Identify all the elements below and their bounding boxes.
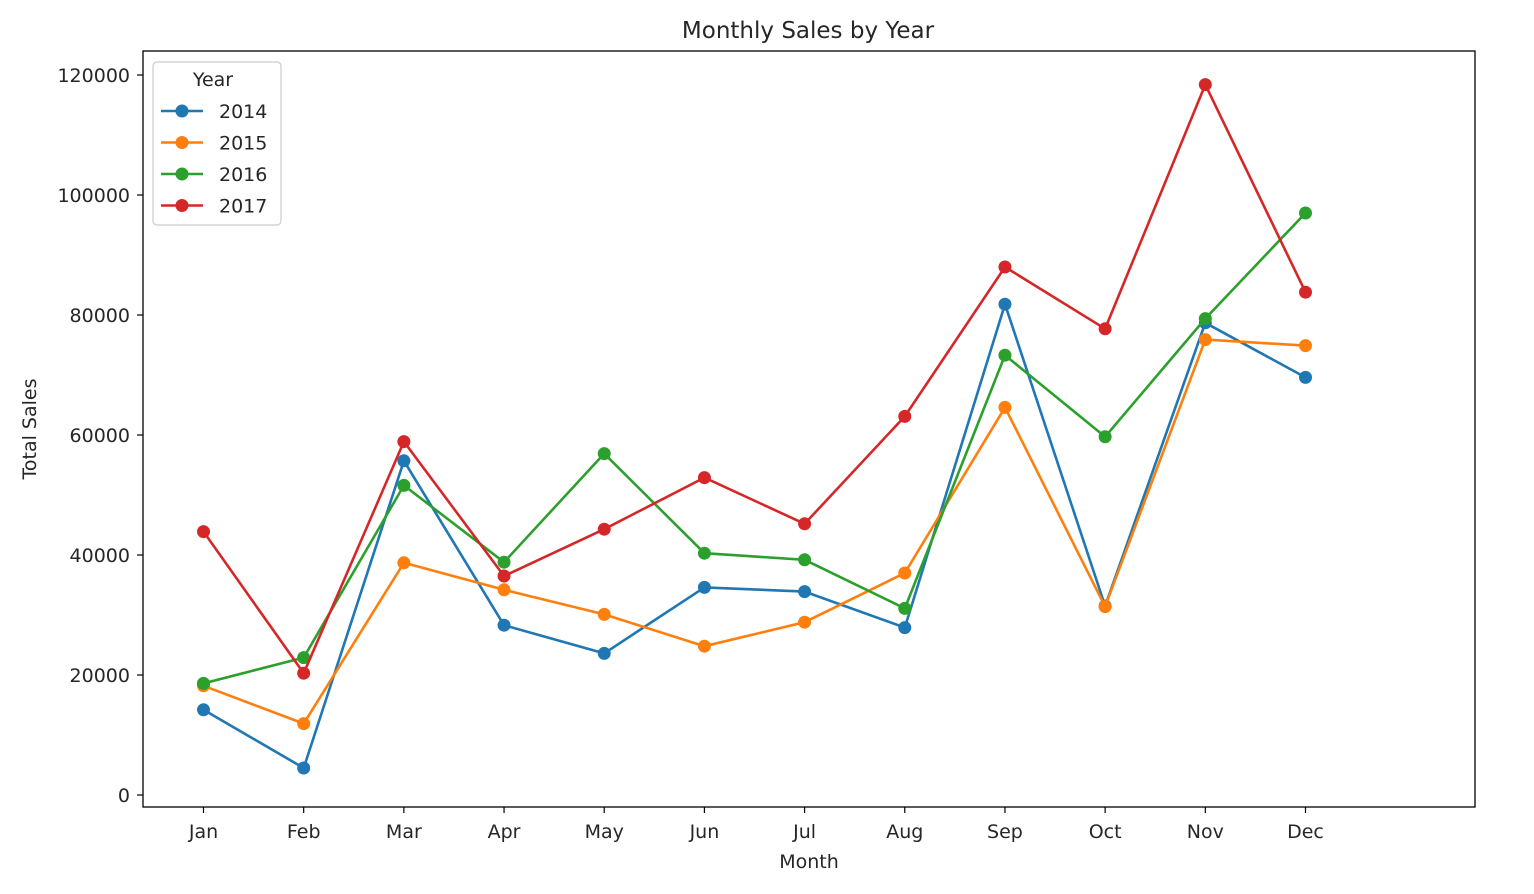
x-tick-label: Dec	[1287, 821, 1324, 843]
legend-marker-2016	[175, 167, 189, 181]
x-tick-label: Mar	[386, 821, 422, 843]
legend-marker-2014	[175, 104, 189, 118]
x-axis-title: Month	[779, 851, 839, 873]
data-point-2015-aug	[898, 566, 912, 580]
data-point-2015-apr	[497, 583, 511, 597]
data-point-2015-dec	[1299, 339, 1312, 353]
axis-ticks: Jan Feb Mar Apr May Jun Jul Aug Sep Oct Nov Dec 0 200…	[57, 65, 1323, 843]
data-point-2014-apr	[497, 618, 511, 632]
data-point-2017-dec	[1299, 285, 1312, 299]
data-point-2017-mar	[397, 435, 411, 449]
data-point-2017-aug	[898, 409, 912, 423]
data-point-2014-jul	[798, 585, 812, 599]
x-tick-label: May	[585, 821, 624, 843]
data-point-2014-jun	[697, 580, 711, 594]
data-point-2016-nov	[1198, 312, 1212, 326]
data-point-2015-may	[597, 607, 611, 621]
y-axis-title: Total Sales	[19, 379, 41, 481]
x-tick-label: Jul	[792, 821, 816, 843]
data-point-2017-feb	[297, 666, 311, 680]
x-tick-label: Oct	[1089, 821, 1122, 843]
y-tick-label: 120000	[57, 65, 130, 87]
x-tick-label: Jan	[188, 821, 218, 843]
plot-area	[197, 78, 1312, 775]
legend-label-2017: 2017	[219, 196, 267, 218]
legend: Year 2014 2015 2016 2017	[152, 61, 282, 226]
x-tick-label: Feb	[287, 821, 321, 843]
data-point-2016-sep	[998, 348, 1012, 362]
data-point-2015-sep	[998, 400, 1012, 414]
data-point-2017-jun	[697, 471, 711, 485]
x-tick-label: Jun	[689, 821, 720, 843]
data-point-2017-oct	[1098, 322, 1112, 336]
series-line-2014	[201, 302, 1308, 770]
data-point-2014-sep	[998, 297, 1012, 311]
series-line-2017	[201, 83, 1308, 675]
data-point-2016-feb	[297, 651, 311, 665]
x-tick-label: Sep	[987, 821, 1023, 843]
legend-marker-2017	[175, 199, 189, 212]
x-tick-label: Aug	[886, 821, 923, 843]
data-point-2017-may	[597, 522, 611, 536]
data-point-2015-oct	[1098, 600, 1112, 614]
y-tick-label: 0	[118, 785, 130, 807]
data-point-2017-jan	[197, 525, 210, 539]
data-point-2016-mar	[397, 478, 411, 492]
y-tick-label: 40000	[70, 545, 130, 567]
data-point-2014-may	[597, 646, 611, 660]
legend-box	[152, 61, 282, 226]
data-point-2017-sep	[998, 260, 1012, 274]
legend-label-2014: 2014	[219, 101, 267, 123]
x-tick-label: Apr	[488, 821, 521, 843]
data-point-2016-jan	[197, 676, 210, 690]
data-point-2015-jun	[697, 639, 711, 653]
data-point-2015-nov	[1198, 333, 1212, 347]
legend-marker-2015	[175, 136, 189, 149]
chart-title: Monthly Sales by Year	[682, 18, 935, 44]
data-point-2017-jul	[798, 517, 812, 531]
data-point-2017-apr	[497, 569, 511, 583]
series-line-2016	[201, 211, 1308, 685]
data-point-2015-jul	[798, 615, 812, 629]
legend-title: Year	[192, 69, 233, 91]
series-line-2015	[201, 338, 1307, 725]
data-point-2015-feb	[297, 717, 311, 731]
y-tick-label: 60000	[70, 425, 130, 447]
data-point-2016-jul	[798, 553, 812, 567]
data-point-2014-jan	[197, 703, 210, 717]
data-point-2014-dec	[1299, 370, 1312, 384]
legend-label-2015: 2015	[219, 133, 267, 155]
data-point-2014-feb	[297, 761, 311, 775]
plot-frame	[142, 50, 1476, 808]
y-tick-label: 100000	[57, 185, 130, 207]
data-point-2016-may	[597, 447, 611, 461]
data-point-2014-aug	[898, 621, 912, 635]
x-tick-label: Nov	[1187, 821, 1224, 843]
data-point-2016-apr	[497, 555, 511, 569]
data-point-2014-mar	[397, 454, 411, 468]
data-point-2017-nov	[1198, 78, 1212, 92]
data-point-2016-jun	[697, 546, 711, 560]
data-point-2016-aug	[898, 601, 912, 615]
data-point-2016-oct	[1098, 430, 1112, 444]
data-point-2016-dec	[1299, 206, 1312, 220]
y-tick-label: 20000	[70, 665, 130, 687]
y-tick-label: 80000	[70, 305, 130, 327]
legend-label-2016: 2016	[219, 164, 267, 186]
data-point-2015-mar	[397, 556, 411, 570]
